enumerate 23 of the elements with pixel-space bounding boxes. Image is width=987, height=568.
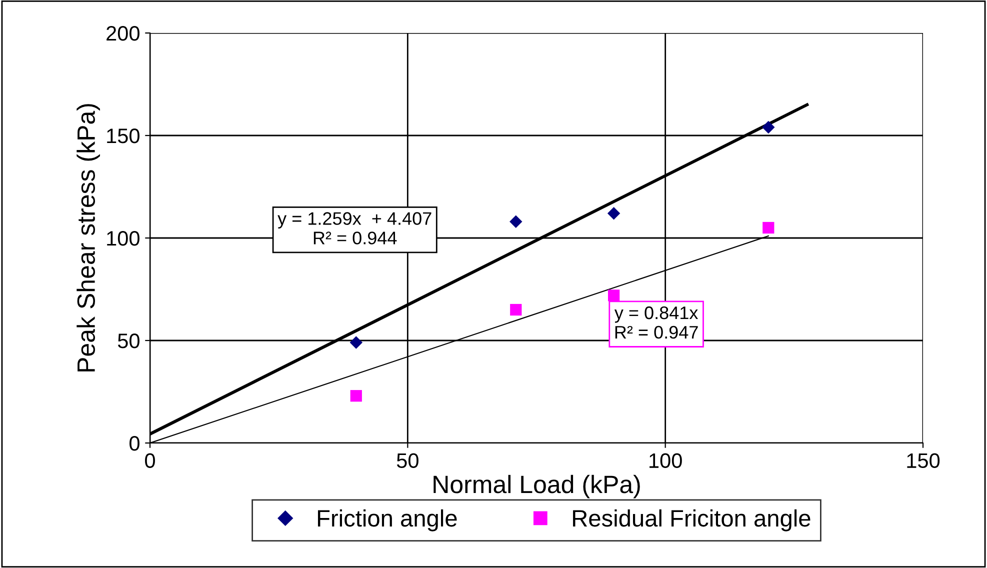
- y-axis-title: Peak Shear stress (kPa): [76, 104, 100, 372]
- point: [762, 120, 775, 134]
- x-tick-label: 100: [650, 453, 682, 468]
- y-tick-label: 100: [107, 231, 140, 246]
- y-tick-label: 150: [107, 128, 140, 144]
- legend-label: Friction angle: [318, 509, 457, 532]
- point: [762, 222, 774, 234]
- point: [510, 304, 522, 316]
- point: [608, 290, 620, 302]
- annotation: y = 0.841x R² = 0.947: [614, 306, 698, 339]
- x-tick-label: 50: [396, 453, 418, 468]
- point: [510, 215, 522, 228]
- x-axis-title: Normal Load (kPa): [434, 474, 640, 498]
- point: [350, 390, 362, 402]
- point: [350, 336, 362, 349]
- y-tick-label: 200: [106, 26, 140, 41]
- y-tick-label: 50: [118, 334, 140, 348]
- x-tick-label: 0: [145, 453, 155, 468]
- x-tick-label: 150: [907, 453, 940, 468]
- y-tick-label: 0: [130, 436, 140, 451]
- point: [607, 207, 620, 220]
- legend-label: Residual Friciton angle: [573, 509, 810, 532]
- annotation: y = 1.259x + 4.407 R² = 0.944: [278, 212, 432, 244]
